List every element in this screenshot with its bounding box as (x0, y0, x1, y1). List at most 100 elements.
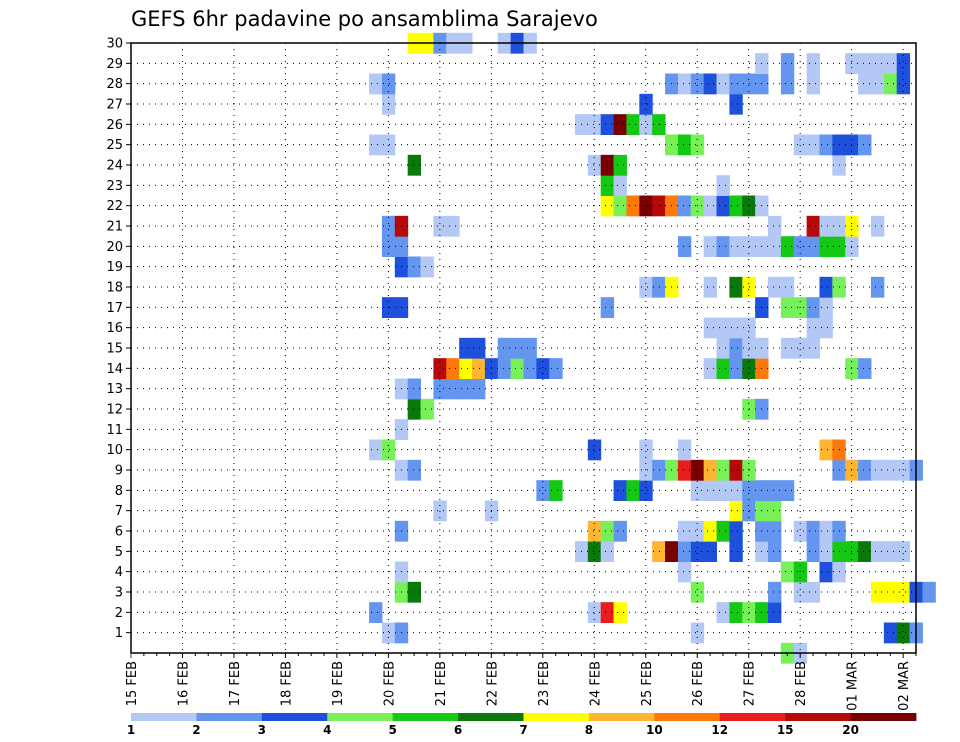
heatmap-cell (716, 195, 730, 217)
heatmap-cell (806, 73, 820, 95)
heatmap-cell (716, 358, 730, 379)
colorbar-swatch (785, 713, 851, 721)
heatmap-cell (690, 73, 705, 95)
heatmap-cell (742, 358, 756, 379)
heatmap-cell (600, 602, 615, 623)
colorbar-swatch (392, 713, 459, 721)
chart-title: GEFS 6hr padavine po ansamblima Sarajevo (131, 7, 598, 31)
colorbar-label: 7 (519, 723, 527, 737)
heatmap-cell (587, 541, 602, 562)
heatmap-cell (677, 134, 692, 156)
heatmap-cell (381, 73, 396, 95)
heatmap-cell (677, 439, 692, 461)
heatmap-cell (703, 317, 718, 339)
heatmap-cell (896, 581, 911, 603)
y-tick-label: 24 (106, 159, 123, 174)
heatmap-cell (639, 276, 653, 298)
heatmap-cell (677, 459, 692, 481)
heatmap-cell (600, 541, 615, 562)
heatmap-cell (381, 236, 396, 257)
heatmap-cell (729, 236, 743, 257)
heatmap-cell (613, 114, 627, 135)
heatmap-cell (883, 459, 898, 481)
heatmap-cell (716, 317, 730, 339)
colorbar-swatch (850, 713, 917, 721)
heatmap-cell (510, 337, 524, 359)
y-tick-label: 23 (106, 179, 123, 194)
heatmap-cell (677, 236, 692, 257)
heatmap-cell (433, 215, 447, 237)
x-tick-label: 28 FEB (794, 661, 809, 706)
colorbar-swatch (458, 713, 524, 721)
heatmap-cell (613, 520, 627, 542)
heatmap-cell (652, 459, 666, 481)
x-tick-label: 15 FEB (125, 661, 140, 706)
heatmap-cell (780, 236, 795, 257)
y-tick-label: 19 (106, 260, 123, 275)
heatmap-cell (652, 195, 666, 217)
x-tick-label: 19 FEB (331, 661, 346, 706)
heatmap-cell (780, 480, 795, 501)
heatmap-cell (742, 337, 756, 359)
heatmap-cell (549, 358, 563, 379)
heatmap-cell (549, 480, 563, 501)
heatmap-cell (703, 459, 718, 481)
heatmap-cell (369, 134, 383, 156)
heatmap-cell (381, 215, 396, 237)
heatmap-cell (381, 93, 396, 115)
colorbar-label: 4 (323, 723, 331, 737)
heatmap-cell (729, 317, 743, 339)
heatmap-cell (652, 541, 666, 562)
heatmap-cell (896, 53, 911, 74)
heatmap-cell (716, 236, 730, 257)
colorbar-label: 3 (258, 723, 266, 737)
heatmap-cell (729, 195, 743, 217)
heatmap-cell (793, 134, 808, 156)
heatmap-cell (703, 276, 718, 298)
heatmap-cell (690, 134, 705, 156)
heatmap-cell (819, 541, 833, 562)
heatmap-cell (729, 480, 743, 501)
y-tick-label: 27 (106, 98, 123, 113)
heatmap-cell (729, 459, 743, 481)
heatmap-cell (703, 541, 718, 562)
x-tick-label: 27 FEB (743, 661, 758, 706)
heatmap-cell (729, 337, 743, 359)
y-axis: 1234567891011121314151617181920212223242… (106, 37, 131, 641)
heatmap-cell (587, 439, 602, 461)
heatmap-cell (806, 297, 820, 318)
y-tick-label: 8 (115, 484, 123, 499)
heatmap-cell (703, 520, 718, 542)
heatmap-cell (742, 276, 756, 298)
heatmap-cell (742, 602, 756, 623)
heatmap-cell (870, 581, 885, 603)
heatmap-cell (652, 114, 666, 135)
heatmap-cell (587, 154, 602, 176)
heatmap-cell (703, 480, 718, 501)
y-tick-label: 12 (106, 403, 123, 418)
colorbar-swatch (654, 713, 721, 721)
heatmap-cell (600, 114, 615, 135)
heatmap-cell (639, 480, 653, 501)
y-tick-label: 28 (106, 77, 123, 92)
heatmap-cell (613, 602, 627, 623)
heatmap-cell (536, 480, 550, 501)
heatmap-cell (716, 73, 730, 95)
heatmap-cell (523, 358, 537, 379)
heatmap-cell (626, 480, 640, 501)
heatmap-cell (587, 602, 602, 623)
gridlines (131, 43, 916, 653)
x-tick-label: 16 FEB (176, 661, 191, 706)
heatmap-cell (472, 378, 486, 400)
heatmap-cell (806, 317, 820, 339)
heatmap-cell (652, 276, 666, 298)
heatmap-cell (381, 622, 396, 644)
x-tick-label: 23 FEB (537, 661, 552, 706)
heatmap-cell (613, 480, 627, 501)
heatmap-cell (768, 215, 782, 237)
x-tick-label: 20 FEB (382, 661, 397, 706)
x-tick-label: 25 FEB (640, 661, 655, 706)
heatmap-cell (703, 236, 718, 257)
colorbar-swatch (523, 713, 590, 721)
heatmap-cell (613, 195, 627, 217)
